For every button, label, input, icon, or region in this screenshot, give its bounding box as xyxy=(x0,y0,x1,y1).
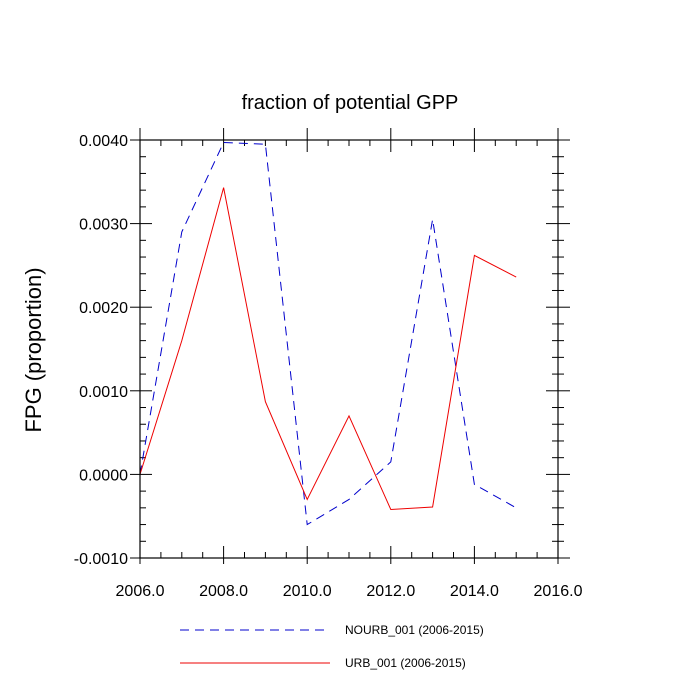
legend-label-1: NOURB_001 (2006-2015) xyxy=(345,623,484,637)
x-tick-label: 2016.0 xyxy=(534,583,583,600)
chart-title: fraction of potential GPP xyxy=(242,92,459,114)
y-tick-label: 0.0040 xyxy=(79,133,128,150)
x-tick-label: 2012.0 xyxy=(366,583,415,600)
y-tick-label: 0.0000 xyxy=(79,467,128,484)
y-axis-label: FPG (proportion) xyxy=(21,267,46,432)
x-tick-label: 2014.0 xyxy=(450,583,499,600)
y-tick-label: 0.0010 xyxy=(79,384,128,401)
x-tick-label: 2008.0 xyxy=(199,583,248,600)
chart-legend: NOURB_001 (2006-2015) URB_001 (2006-2015) xyxy=(180,623,484,670)
plot-frame xyxy=(139,139,559,559)
y-tick-label: 0.0030 xyxy=(79,217,128,234)
y-tick-label: 0.0020 xyxy=(79,300,128,317)
series-line-1 xyxy=(139,141,517,526)
series-line-2 xyxy=(139,187,517,511)
x-tick-label: 2006.0 xyxy=(116,583,165,600)
plot-series xyxy=(139,141,517,526)
legend-label-2: URB_001 (2006-2015) xyxy=(345,656,466,670)
x-tick-label: 2010.0 xyxy=(283,583,332,600)
y-tick-label: -0.0010 xyxy=(74,551,128,568)
axis-ticks: 2006.0 2008.0 2010.0 2012.0 2014.0 2016.0 -0.0… xyxy=(74,128,583,600)
